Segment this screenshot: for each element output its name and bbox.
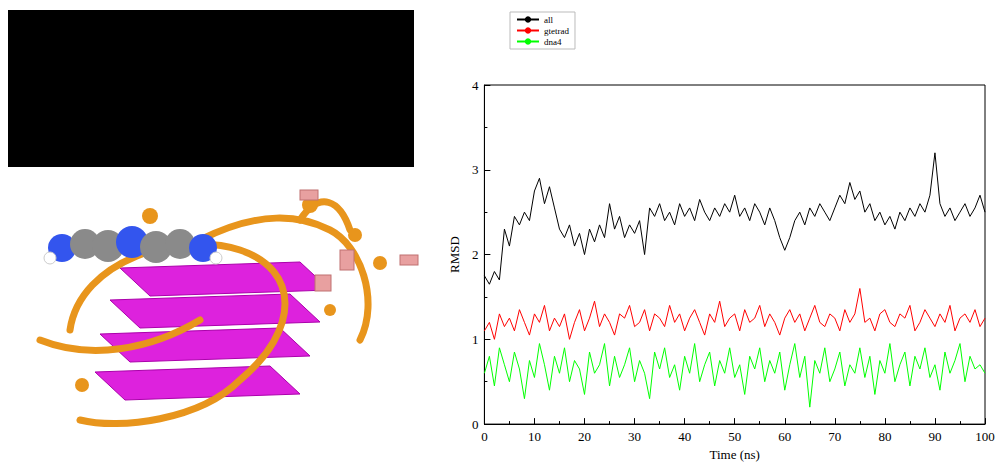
svg-text:60: 60 <box>778 429 791 444</box>
svg-text:50: 50 <box>728 429 741 444</box>
svg-text:1: 1 <box>472 332 479 347</box>
svg-text:0: 0 <box>481 429 488 444</box>
svg-text:RMSD: RMSD <box>447 236 462 273</box>
svg-text:80: 80 <box>878 429 891 444</box>
svg-text:dna4: dna4 <box>544 37 562 47</box>
svg-text:all: all <box>544 15 553 25</box>
svg-text:100: 100 <box>975 429 995 444</box>
svg-text:70: 70 <box>828 429 841 444</box>
svg-text:Time (ns): Time (ns) <box>709 447 759 462</box>
svg-text:3: 3 <box>472 162 479 177</box>
svg-text:30: 30 <box>628 429 641 444</box>
svg-text:4: 4 <box>472 78 479 93</box>
svg-text:2: 2 <box>472 247 479 262</box>
svg-text:gtetrad: gtetrad <box>544 26 569 36</box>
svg-text:40: 40 <box>678 429 691 444</box>
svg-text:20: 20 <box>578 429 591 444</box>
svg-text:0: 0 <box>472 417 479 432</box>
svg-text:90: 90 <box>928 429 941 444</box>
svg-text:10: 10 <box>528 429 541 444</box>
